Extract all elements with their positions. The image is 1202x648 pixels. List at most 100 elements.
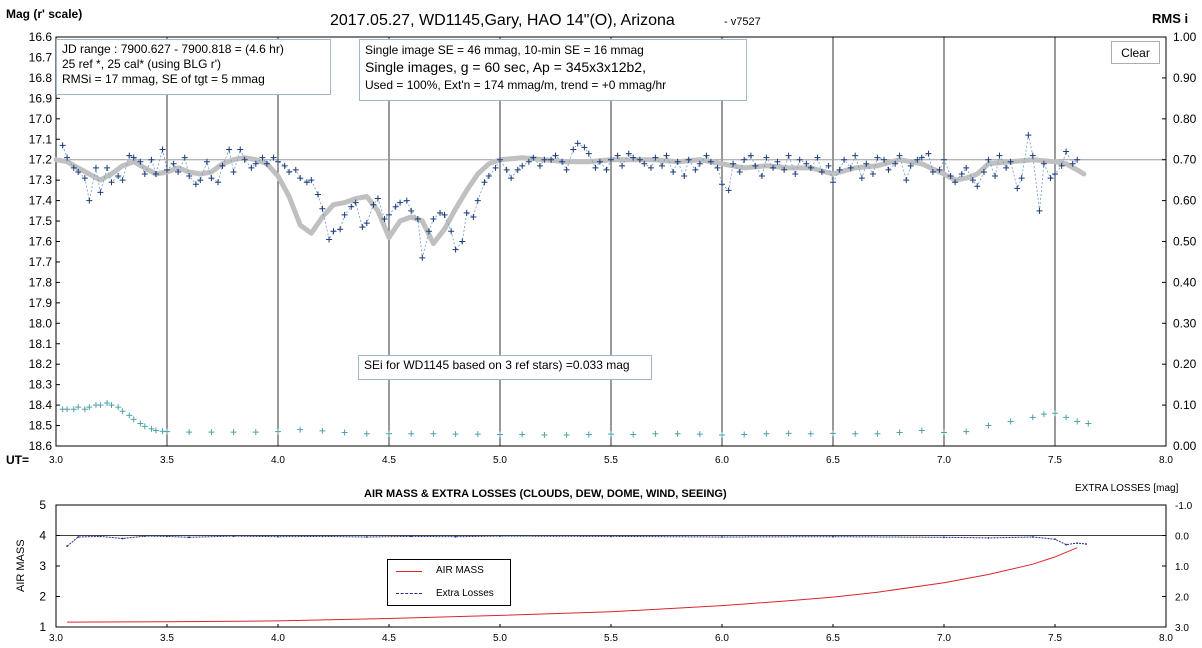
target-mag-point	[237, 146, 244, 153]
target-mag-point	[497, 156, 503, 163]
rms-point	[164, 428, 170, 435]
target-mag-point	[503, 166, 510, 173]
top-x-tick-label: 8.0	[1159, 455, 1173, 466]
target-mag-point	[736, 168, 743, 175]
sei-note-text: SEi for WD1145 based on 3 ref stars) =0.…	[364, 358, 630, 372]
target-mag-point	[596, 158, 603, 165]
target-mag-point	[652, 154, 659, 161]
top-y-tick-label-left: 16.6	[29, 30, 53, 44]
top-y-tick-label-left: 16.8	[29, 71, 53, 85]
target-mag-point	[663, 152, 670, 159]
target-mag-point	[796, 156, 803, 163]
bottom-y-tick-label-right: 2.0	[1175, 593, 1189, 604]
target-mag-point	[252, 160, 259, 167]
top-x-tick-label: 6.0	[715, 455, 729, 466]
target-mag-point	[414, 216, 421, 223]
bottom-y-tick-label-left: 4	[39, 529, 46, 543]
target-mag-point	[852, 152, 859, 159]
target-mag-point	[397, 199, 404, 206]
extra-losses-point	[99, 535, 102, 538]
target-mag-point	[803, 160, 810, 167]
extra-losses-line	[66, 535, 1087, 547]
bottom-x-tick-label: 6.5	[826, 633, 840, 644]
rms-point	[585, 431, 592, 438]
target-mag-point	[241, 156, 248, 163]
top-y-tick-label-left: 18.6	[29, 439, 53, 453]
target-mag-point	[492, 164, 499, 171]
target-mag-point	[303, 179, 310, 186]
target-mag-point	[330, 228, 337, 235]
target-mag-point	[619, 162, 626, 169]
chart-title: 2017.05.27, WD1145,Gary, HAO 14"(O), Ari…	[330, 12, 675, 29]
extra-losses-point	[721, 536, 723, 538]
extra-losses-point	[365, 536, 368, 538]
target-mag-point	[463, 209, 470, 216]
target-mag-point	[792, 171, 799, 178]
rms-point	[519, 431, 526, 438]
target-mag-point	[270, 154, 277, 161]
target-mag-point	[936, 166, 943, 173]
rms-point	[64, 406, 71, 413]
rms-point	[1040, 411, 1047, 418]
rms-point	[130, 416, 137, 423]
target-mag-point	[519, 162, 526, 169]
target-mag-point	[952, 179, 959, 186]
target-mag-point	[847, 164, 854, 171]
info-ref-count: 25 ref *, 25 cal* (using BLG r')	[62, 57, 222, 71]
rms-point	[985, 422, 992, 429]
target-mag-point	[64, 154, 71, 161]
bottom-x-tick-label: 6.0	[715, 633, 729, 644]
target-mag-point	[1018, 175, 1025, 182]
rms-point	[963, 428, 970, 435]
bottom-y-tick-label-left: 3	[39, 559, 46, 573]
target-mag-point	[559, 158, 566, 165]
top-x-tick-label: 5.0	[493, 455, 507, 466]
top-y-tick-label-right: 1.00	[1173, 30, 1197, 44]
extra-losses-point	[1065, 543, 1067, 546]
target-mag-point	[137, 158, 144, 165]
rms-point	[1074, 418, 1081, 425]
target-mag-point	[292, 166, 299, 173]
rms-point	[896, 429, 903, 436]
target-mag-point	[763, 154, 770, 161]
target-mag-point	[903, 177, 910, 184]
target-mag-point	[263, 160, 270, 167]
extra-losses-point	[121, 537, 124, 540]
target-mag-point	[430, 216, 437, 223]
info-used: Used = 100%, Ext'n = 174 mmag/m, trend =…	[365, 78, 667, 92]
rms-point	[252, 429, 259, 436]
target-mag-point	[219, 162, 226, 169]
target-mag-point	[352, 199, 359, 206]
top-x-tick-label: 7.0	[937, 455, 951, 466]
bottom-x-tick-label: 7.0	[937, 633, 951, 644]
rms-point	[141, 423, 148, 430]
bottom-plot-frame	[55, 504, 1167, 628]
target-mag-point	[1029, 152, 1036, 159]
rms-point	[363, 430, 370, 437]
rms-point	[230, 429, 237, 436]
extra-losses-point	[143, 535, 146, 538]
target-mag-point	[659, 162, 666, 169]
target-mag-point	[441, 211, 448, 218]
rms-point	[497, 431, 503, 438]
target-mag-point	[381, 216, 388, 223]
target-mag-point	[781, 166, 788, 173]
target-mag-point	[392, 203, 399, 210]
extra-losses-point	[610, 535, 612, 538]
rms-point	[152, 427, 159, 434]
target-mag-point	[585, 150, 592, 157]
top-y-tick-label-left: 16.9	[29, 91, 53, 105]
top-x-tick-label: 3.0	[49, 455, 63, 466]
bottom-x-tick-label: 4.5	[382, 633, 396, 644]
target-mag-point	[980, 168, 987, 175]
target-mag-point	[641, 160, 648, 167]
bottom-x-tick-label: 4.0	[271, 633, 285, 644]
rms-point	[81, 406, 88, 413]
extra-losses-point	[499, 535, 501, 538]
target-mag-point	[170, 160, 177, 167]
target-mag-point	[747, 152, 754, 159]
target-mag-point	[97, 189, 104, 196]
clear-button[interactable]: Clear	[1111, 41, 1160, 64]
target-mag-point	[907, 162, 914, 169]
